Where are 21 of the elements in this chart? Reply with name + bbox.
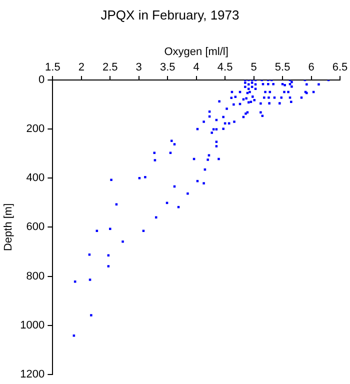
x-tick-label: 3.5 — [160, 61, 176, 74]
x-tick-label: 3 — [136, 61, 142, 74]
x-tick-label: 4.5 — [217, 61, 233, 74]
x-tick-label: 4 — [193, 61, 200, 74]
y-tick-label: 1000 — [20, 319, 45, 332]
x-tick-label: 6 — [308, 61, 314, 74]
y-axis-title: Depth [m] — [2, 203, 15, 252]
y-tick-label: 600 — [26, 221, 45, 234]
y-tick-label: 1200 — [20, 368, 45, 380]
y-tick-label: 800 — [26, 270, 45, 282]
x-tick-label: 5 — [250, 61, 257, 74]
x-tick-label: 2 — [78, 61, 84, 74]
x-tick-label: 6.5 — [332, 61, 348, 74]
x-tick-label: 5.5 — [274, 61, 290, 74]
chart-title: JPQX in February, 1973 — [100, 7, 240, 22]
y-tick-label: 400 — [26, 172, 45, 184]
x-axis-title: Oxygen [ml/l] — [164, 46, 228, 58]
x-tick-label: 1.5 — [45, 61, 60, 74]
y-tick-label: 0 — [38, 74, 45, 86]
y-tick-label: 200 — [26, 123, 45, 136]
x-tick-label: 2.5 — [102, 61, 118, 74]
